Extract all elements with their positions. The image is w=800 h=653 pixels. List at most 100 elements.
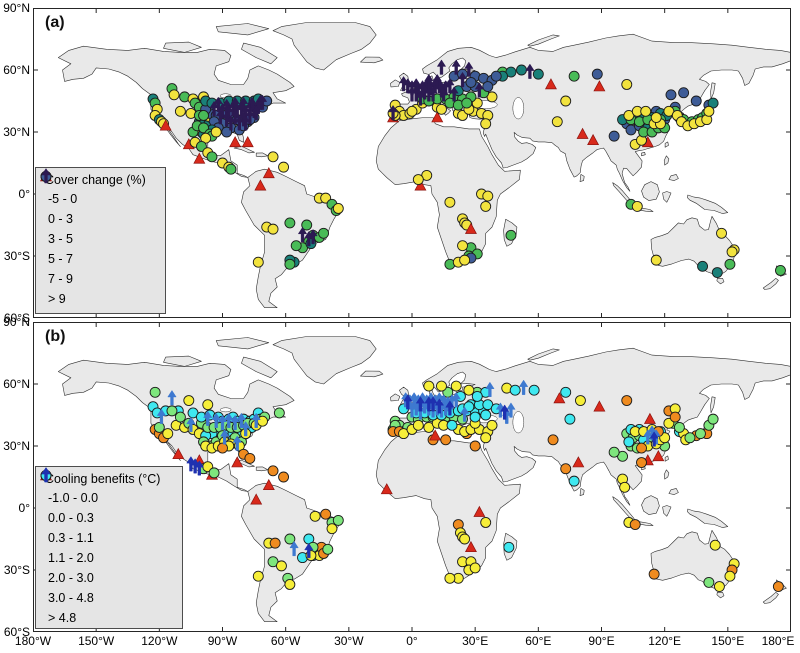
data-point-circle [244,452,256,464]
data-point-circle [697,260,709,272]
continent-landmass [762,592,779,604]
panel-a-label: (a) [45,14,65,31]
data-point-circle [480,409,492,421]
data-point-circle [284,533,296,545]
data-point-circle [775,265,786,276]
data-point-circle [412,419,424,431]
data-point-triangle [643,412,656,424]
continent-landmass [668,174,679,181]
data-point-circle [284,579,296,590]
data-point-arrow [459,406,470,422]
data-point-circle [665,89,677,101]
legend-rows: -5 - 0 0 - 3 3 - 5 5 - 7 7 - 9 > 9 [36,168,165,309]
data-point-triangle [473,505,486,517]
data-point-circle [560,95,572,107]
data-point-circle [267,151,279,163]
lon-tick-label: 180°E [761,634,795,648]
data-point-circle [703,105,715,117]
data-point-arrow [419,84,430,100]
data-point-circle [217,442,228,454]
continent-landmass [687,194,729,214]
legend-item-label: 2.0 - 3.0 [48,571,94,585]
data-point-arrow [308,228,318,245]
data-point-circle [480,118,492,130]
data-point-triangle [593,80,606,92]
data-point-arrow [194,460,204,476]
data-point-circle [713,581,725,592]
lon-tick-label: 90°W [207,634,238,648]
data-point-arrow [428,396,438,412]
data-point-arrow [211,412,221,428]
data-point-arrow [230,109,240,125]
data-point-circle [284,217,296,229]
legend-item: 0.3 - 1.1 [36,470,182,548]
data-point-circle [206,151,218,163]
data-point-arrow [388,104,398,121]
data-point-circle [267,223,279,235]
continent-landmass [650,216,736,275]
continent-landmass [641,181,660,201]
data-point-circle [267,465,279,477]
data-point-circle [695,428,706,440]
data-point-arrow [464,61,474,77]
continent-landmass [710,396,716,414]
data-point-circle [322,543,334,555]
data-point-circle [724,570,736,582]
data-point-circle [221,126,233,138]
data-point-triangle [159,119,172,131]
continent-landmass [360,56,384,64]
legend-item: 2.0 - 3.0 [36,470,182,588]
data-point-circle [423,380,435,392]
data-point-circle [198,110,210,121]
data-point-circle [412,174,424,185]
legend-item-label: > 4.8 [48,611,77,625]
data-point-circle [690,95,702,107]
lon-tick-label: 120°W [141,634,178,648]
legend-item-label: -1.0 - 0.0 [48,491,99,505]
lon-tick-label: 30°E [462,634,489,648]
data-point-circle [290,240,302,252]
data-point-circle [707,413,719,425]
data-point-triangle [464,222,477,234]
data-point-circle [202,399,214,411]
data-point-circle [621,395,633,406]
data-point-circle [278,471,290,483]
continent-landmass [255,152,269,158]
continent-landmass [641,152,646,157]
data-point-circle [648,568,660,580]
data-point-circle [650,254,662,266]
continent-landmass [272,22,377,71]
continent-landmass [762,278,779,290]
data-point-triangle [414,179,427,191]
data-point-arrow [403,394,413,410]
lat-tick-label: 60°S [3,625,30,639]
data-point-circle [450,380,462,392]
data-point-circle [574,395,586,406]
data-point-arrow [304,542,314,559]
continent-landmass [255,466,269,472]
legend-title: Cooling benefits (°C) [45,472,161,486]
data-point-circle [619,481,631,493]
data-point-circle [490,70,502,82]
map-frame [33,322,791,632]
data-point-circle [318,227,330,239]
legend-cover-change: Cover change (%) -5 - 0 0 - 3 3 - 5 5 - 7 7 … [35,167,166,314]
data-point-circle [469,411,481,423]
lat-tick-label: 30°S [3,249,30,263]
data-point-arrow [245,109,255,125]
data-point-arrow [186,456,196,472]
continent-landmass [272,336,377,385]
data-point-circle [480,432,492,444]
legend-item-label: 7 - 9 [48,272,74,286]
data-point-triangle [231,456,244,468]
legend-item: 3 - 5 [36,171,165,249]
lake [219,407,232,413]
data-point-arrow [428,86,438,102]
legend-item-label: 0.0 - 0.3 [48,511,94,525]
legend-item: 0 - 3 [36,171,165,229]
data-point-arrow [485,381,495,397]
continent-landmass [662,191,672,203]
data-point-arrow [474,82,485,98]
lat-tick-label: 90°N [3,315,30,329]
lon-tick-label: 60°E [525,634,552,648]
